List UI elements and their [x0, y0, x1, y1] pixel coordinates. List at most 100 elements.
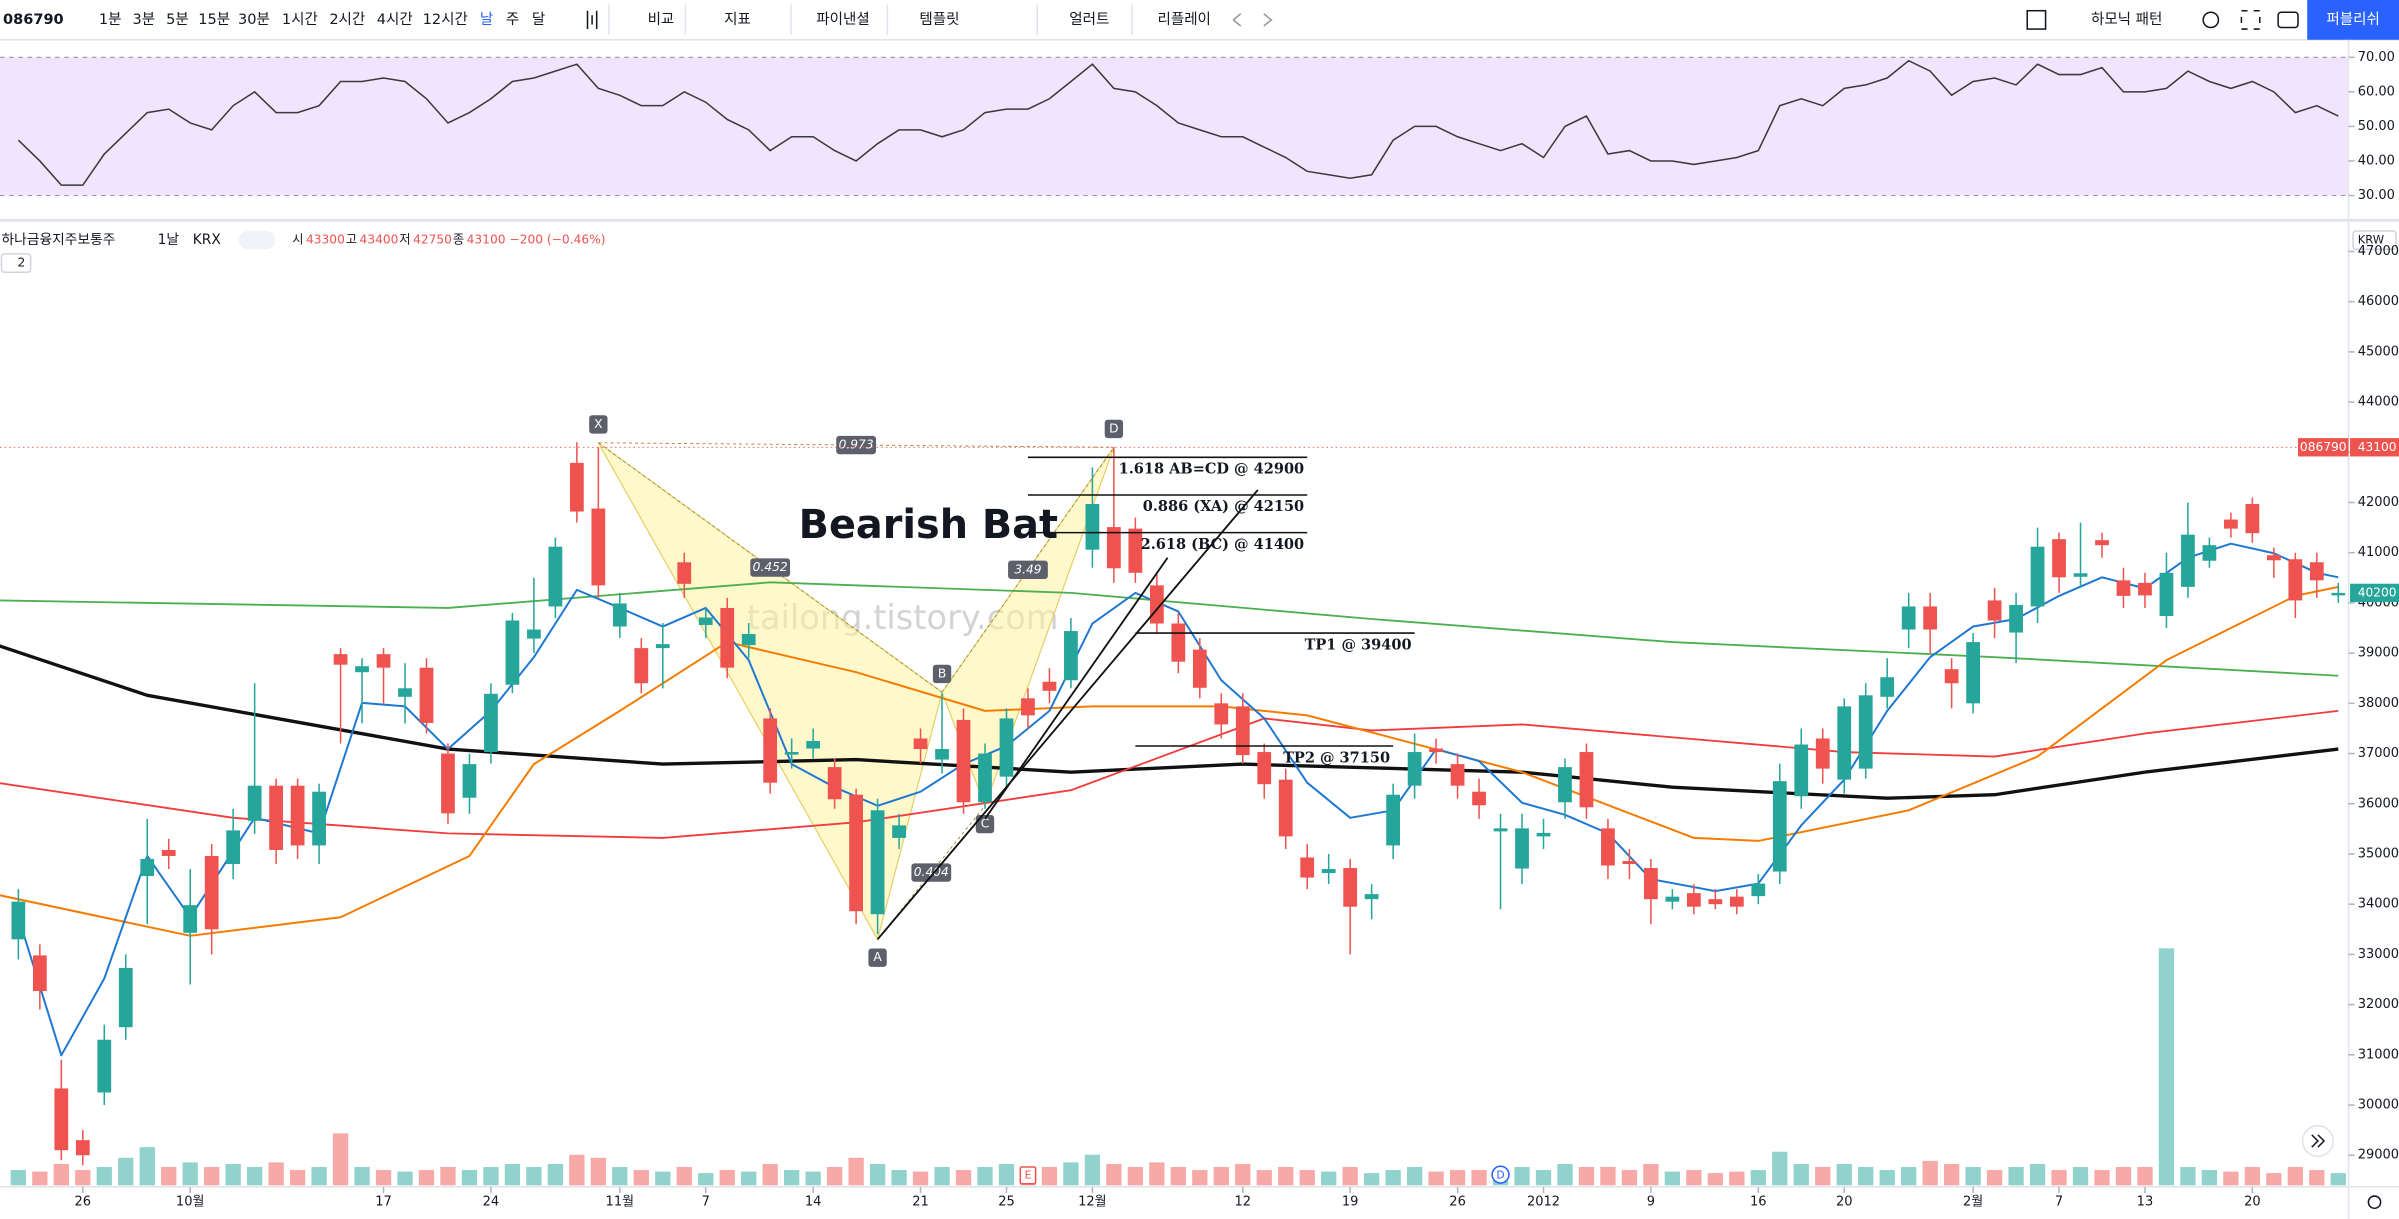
- settings-icon[interactable]: [2202, 11, 2220, 29]
- candle-body: [1815, 738, 1830, 769]
- candle-body: [2073, 573, 2088, 577]
- interval[interactable]: 12시간: [423, 11, 468, 28]
- legend-badge: [238, 230, 276, 250]
- candle-body: [1450, 764, 1465, 786]
- volume-bar: [1943, 1163, 1960, 1186]
- volume-bar: [2266, 1173, 2282, 1186]
- volume-bar: [204, 1166, 220, 1186]
- candle-body: [1343, 868, 1358, 907]
- camera-icon[interactable]: [2277, 11, 2299, 29]
- candle-body: [655, 644, 670, 649]
- candle-body: [849, 794, 863, 912]
- candle-body: [2224, 519, 2238, 529]
- candle-body: [226, 830, 241, 865]
- volume-bar: [1922, 1160, 1938, 1186]
- candle-body: [999, 718, 1014, 777]
- price-tick-label: 35000: [2358, 846, 2399, 861]
- tool[interactable]: 지표: [724, 11, 751, 28]
- candle-body: [677, 562, 692, 584]
- pane-count[interactable]: 2: [18, 256, 26, 270]
- price-tag: [2350, 583, 2399, 603]
- tool[interactable]: 템플릿: [919, 11, 959, 28]
- fullscreen-icon[interactable]: [2240, 9, 2261, 30]
- interval[interactable]: 15분: [198, 12, 230, 28]
- currency[interactable]: KRW: [2358, 233, 2384, 247]
- interval[interactable]: 날: [480, 11, 493, 28]
- legend-open: 43300: [306, 233, 345, 247]
- scroll-button[interactable]: [2301, 1124, 2334, 1158]
- candle-body: [2009, 604, 2023, 633]
- candle-body: [54, 1088, 69, 1151]
- undo-redo[interactable]: [1232, 13, 1273, 27]
- interval[interactable]: 2시간: [329, 11, 365, 28]
- interval[interactable]: 1분: [99, 12, 122, 28]
- interval[interactable]: 4시간: [377, 11, 413, 28]
- event-label[interactable]: D: [1496, 1168, 1504, 1181]
- tool[interactable]: 리플레이: [1157, 11, 1210, 28]
- rect-icon[interactable]: [2026, 9, 2047, 30]
- candle-body: [2266, 555, 2281, 561]
- symbol[interactable]: 086790: [3, 12, 64, 28]
- volume-bar: [2094, 1170, 2110, 1186]
- candle-icon[interactable]: [586, 10, 598, 30]
- currency-box[interactable]: [2352, 230, 2397, 251]
- interval[interactable]: 달: [532, 11, 545, 28]
- volume-bar: [1815, 1166, 1831, 1186]
- event-marker[interactable]: [1019, 1166, 1037, 1185]
- tool[interactable]: 파이낸셜: [816, 11, 869, 28]
- candle-body: [1987, 600, 2002, 621]
- volume-bar: [2309, 1170, 2325, 1186]
- volume-bar: [2201, 1170, 2218, 1186]
- tool[interactable]: 얼러트: [1069, 11, 1109, 28]
- volume-bar: [1750, 1170, 1766, 1186]
- candle-body: [290, 785, 305, 846]
- event-marker[interactable]: [1491, 1165, 1510, 1184]
- pattern-point-label: D: [1109, 421, 1118, 435]
- volume-bar: [2287, 1166, 2303, 1186]
- collapse-button[interactable]: [0, 253, 32, 274]
- volume-bar: [1836, 1163, 1852, 1186]
- publish-label[interactable]: 퍼블리쉬: [2326, 11, 2379, 28]
- interval[interactable]: 5분: [166, 12, 189, 28]
- pattern-point-box: [589, 415, 608, 434]
- volume-bar: [1235, 1163, 1251, 1186]
- volume-bar: [1535, 1170, 1552, 1186]
- tool[interactable]: 비교: [648, 11, 675, 28]
- harmonic-label[interactable]: 하모닉 패턴: [2091, 11, 2162, 28]
- volume-bar: [1600, 1166, 1616, 1186]
- candle-body: [1558, 767, 1572, 803]
- candle-body: [505, 620, 520, 685]
- axis-settings[interactable]: [2367, 1195, 2382, 1210]
- legend-l-label: 저: [399, 233, 410, 247]
- volume-bar: [569, 1154, 585, 1186]
- candle-body: [183, 905, 198, 933]
- volume-bar: [1213, 1166, 1229, 1186]
- volume-bar: [1643, 1163, 1659, 1186]
- ratio-box: [1008, 560, 1048, 579]
- level-label: 0.886 (XA) @ 42150: [1143, 498, 1304, 515]
- interval[interactable]: 1시간: [282, 11, 318, 28]
- rsi-band: [0, 57, 2349, 196]
- volume-bar: [1428, 1171, 1444, 1186]
- interval[interactable]: 3분: [133, 12, 156, 28]
- candle-body: [956, 719, 971, 803]
- candle-body: [1944, 669, 1959, 684]
- volume-bar: [741, 1171, 757, 1186]
- volume-bar: [461, 1170, 478, 1186]
- candle-body: [2116, 580, 2131, 596]
- publish-button[interactable]: [2307, 0, 2399, 40]
- candle-body: [1214, 703, 1229, 725]
- x-tick-label: 11월: [606, 1195, 635, 1210]
- candle-body: [1622, 861, 1637, 865]
- price-tag-label: 40200: [2358, 585, 2397, 599]
- volume-bar: [934, 1166, 950, 1186]
- event-label[interactable]: E: [1025, 1168, 1032, 1181]
- volume-bar: [1084, 1154, 1101, 1186]
- volume-bar: [1557, 1163, 1573, 1186]
- volume-bar: [784, 1170, 800, 1186]
- volume-bar: [1986, 1170, 2003, 1186]
- scroll-icon[interactable]: [2311, 1134, 2326, 1148]
- interval[interactable]: 30분: [238, 12, 270, 28]
- candle-body: [204, 855, 219, 930]
- interval[interactable]: 주: [506, 12, 519, 28]
